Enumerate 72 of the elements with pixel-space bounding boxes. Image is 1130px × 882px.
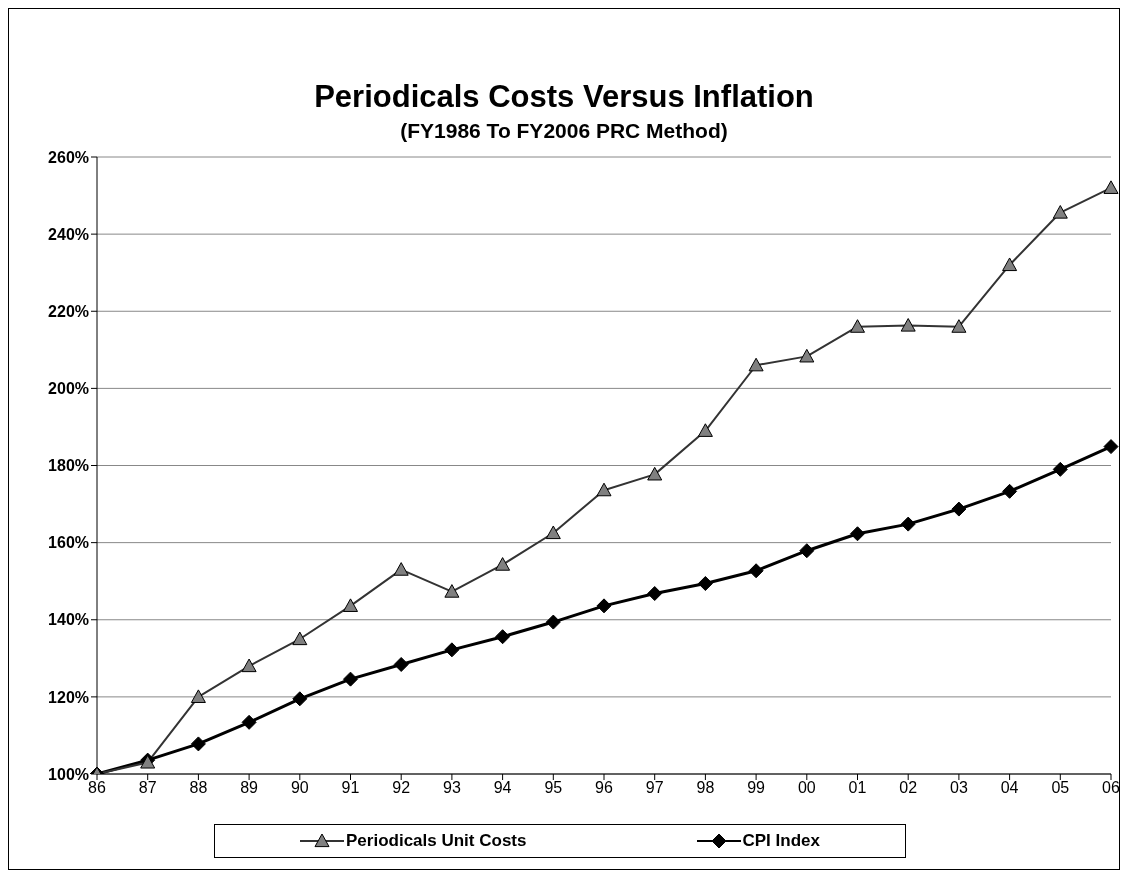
point [1002,257,1018,272]
point [799,543,815,559]
point [1002,483,1018,499]
chart-subtitle: (FY1986 To FY2006 PRC Method) [399,119,729,143]
x-tick-label: 98 [696,779,715,797]
y-tick-label: 120% [48,688,89,706]
point [748,563,764,579]
point [748,357,764,372]
y-tick-label: 100% [48,765,89,783]
point [951,319,967,333]
x-tick-label: 93 [443,779,461,797]
point [343,598,358,612]
x-tick-label: 96 [595,779,613,797]
x-tick-label: 86 [88,779,106,797]
x-tick-label: 03 [950,779,968,797]
point [951,501,967,517]
point [900,516,916,532]
point [545,614,561,630]
point [292,631,308,646]
y-tick-label: 260% [48,148,89,166]
point [241,714,257,730]
x-tick-label: 94 [493,779,512,797]
point [697,576,713,591]
point [1103,180,1119,194]
point [241,658,257,673]
y-tick-label: 180% [48,457,89,475]
point [647,586,663,602]
x-tick-label: 05 [1051,779,1070,797]
point [393,562,409,576]
y-tick-label: 220% [48,302,89,320]
point [799,348,815,363]
x-tick-label: 88 [189,779,208,797]
chart-title: Periodicals Costs Versus Inflation [313,79,815,115]
x-tick-label: 89 [240,779,259,797]
x-tick-label: 90 [290,779,309,797]
point [1103,439,1119,455]
x-tick-label: 04 [1000,779,1019,797]
point [545,525,561,540]
legend-label: Periodicals Unit Costs [346,831,527,851]
x-tick-label: 91 [341,779,360,797]
point [647,466,663,481]
x-tick-label: 87 [138,779,157,797]
y-tick-label: 200% [48,380,89,398]
x-tick-label: 97 [645,779,664,797]
point [850,526,865,542]
x-tick-label: 01 [848,779,867,797]
point [444,584,460,598]
point [190,689,206,703]
point [495,557,511,571]
x-tick-label: 92 [392,779,411,797]
point [393,656,409,672]
point [1052,205,1068,219]
legend-label: CPI Index [742,831,820,851]
x-tick-label: 06 [1102,779,1120,797]
y-tick-label: 160% [48,534,89,552]
point [596,482,612,497]
x-tick-label: 99 [747,779,766,797]
point [292,691,308,707]
x-tick-label: 00 [797,779,816,797]
x-tick-label: 02 [899,779,918,797]
point [190,736,206,752]
point [1052,461,1068,477]
x-tick-label: 95 [544,779,563,797]
point [343,671,358,687]
point [444,642,460,658]
y-tick-label: 240% [48,225,89,243]
point [900,318,916,332]
point [495,629,511,645]
point [596,598,612,614]
point [850,319,865,333]
point [697,423,713,437]
y-tick-label: 140% [48,611,89,629]
